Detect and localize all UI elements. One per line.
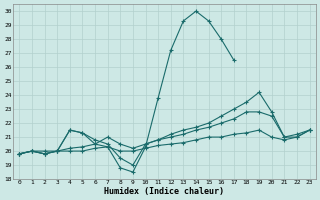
- X-axis label: Humidex (Indice chaleur): Humidex (Indice chaleur): [104, 187, 224, 196]
